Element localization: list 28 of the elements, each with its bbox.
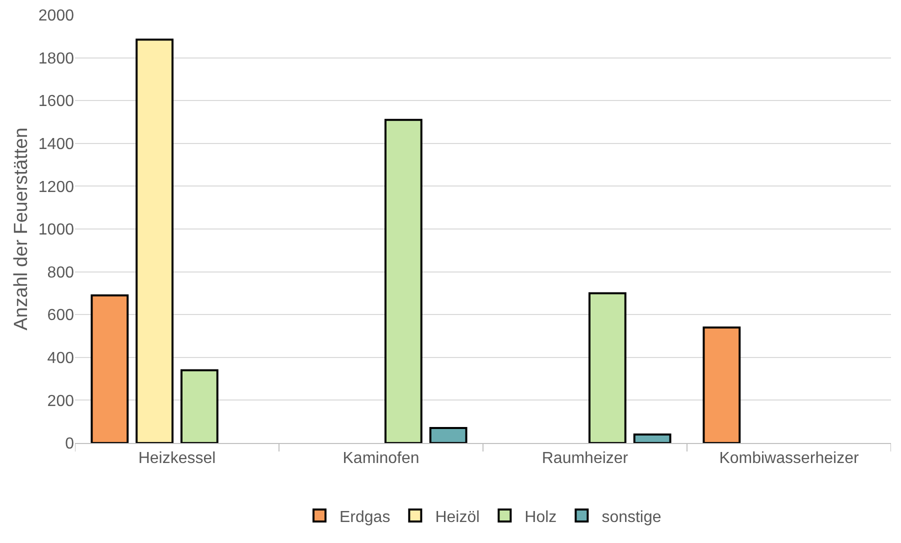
bar — [702, 326, 741, 443]
bar — [180, 369, 218, 443]
bar — [90, 294, 129, 443]
legend-label: Holz — [524, 508, 557, 526]
bar — [633, 433, 672, 443]
x-tick-label: Heizkessel — [138, 450, 216, 468]
y-tick-label: 800 — [47, 264, 74, 282]
x-tick-label: Kaminofen — [342, 450, 420, 468]
y-tick-label: 1000 — [38, 222, 74, 239]
y-axis-title: Anzahl der Feuerstätten — [11, 128, 32, 330]
bar — [429, 427, 468, 443]
x-tick-label: Kombiwasserheizer — [719, 450, 860, 468]
y-tick-label: 600 — [47, 307, 74, 324]
y-tick-label: 2000 — [38, 8, 74, 25]
y-tick-label: 1800 — [38, 50, 74, 68]
y-tick-label: 1200 — [38, 178, 74, 196]
y-tick-label: 200 — [47, 392, 74, 410]
x-tick-label: Raumheizer — [542, 450, 629, 468]
y-tick-label: 400 — [47, 350, 74, 367]
legend-label: Erdgas — [340, 508, 390, 526]
legend-label: Heizöl — [435, 508, 480, 526]
bar — [588, 292, 626, 443]
bar — [136, 38, 174, 443]
bar — [384, 118, 422, 443]
legend-label: sonstige — [602, 508, 662, 526]
y-tick-label: 1600 — [38, 93, 74, 110]
y-tick-label: 1400 — [38, 136, 74, 153]
y-tick-label: 0 — [65, 436, 74, 453]
